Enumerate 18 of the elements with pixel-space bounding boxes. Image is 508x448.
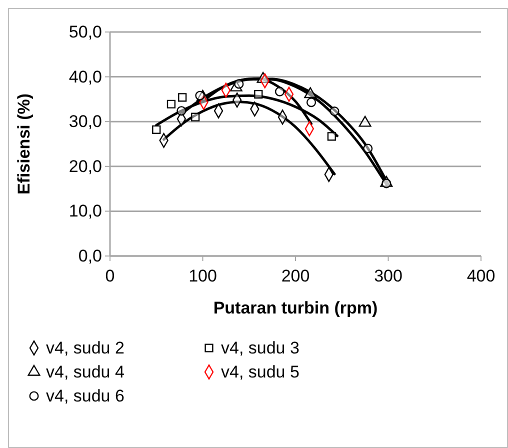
x-tick-label: 200 [281, 266, 310, 286]
y-axis-title: Efisiensi (%) [14, 93, 34, 195]
y-tick-label: 50,0 [68, 22, 102, 42]
legend-label: v4, sudu 3 [221, 338, 300, 358]
legend-label: v4, sudu 6 [46, 386, 124, 406]
y-tick-label: 30,0 [68, 112, 102, 132]
y-tick-label: 0,0 [78, 246, 102, 266]
x-axis-title: Putaran turbin (rpm) [213, 298, 378, 318]
legend-label: v4, sudu 4 [46, 362, 124, 382]
x-tick-label: 400 [466, 266, 496, 286]
legend-label: v4, sudu 2 [46, 338, 124, 358]
legend-label: v4, sudu 5 [221, 362, 300, 382]
x-tick-label: 0 [105, 266, 115, 286]
y-tick-label: 40,0 [68, 67, 102, 86]
y-tick-label: 20,0 [68, 156, 102, 176]
y-tick-label: 10,0 [68, 202, 102, 221]
x-tick-label: 100 [188, 266, 217, 286]
x-tick-label: 300 [374, 266, 402, 286]
